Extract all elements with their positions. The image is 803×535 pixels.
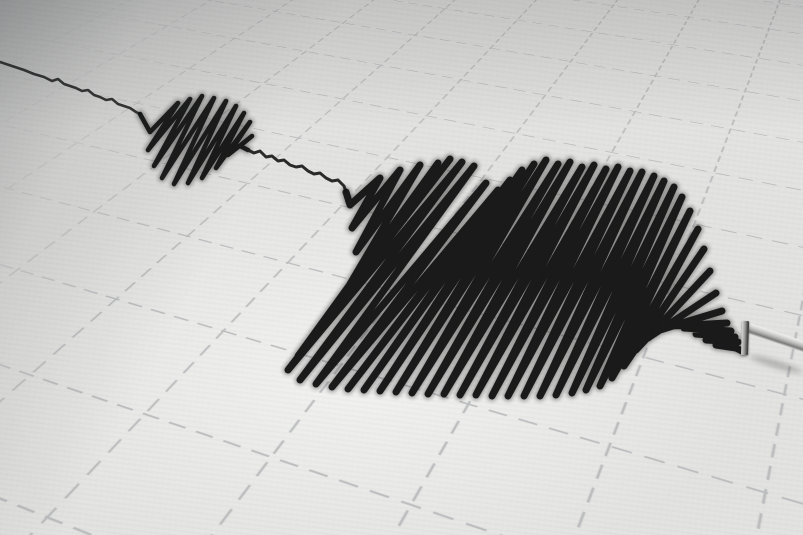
pen-tip [741,320,750,356]
